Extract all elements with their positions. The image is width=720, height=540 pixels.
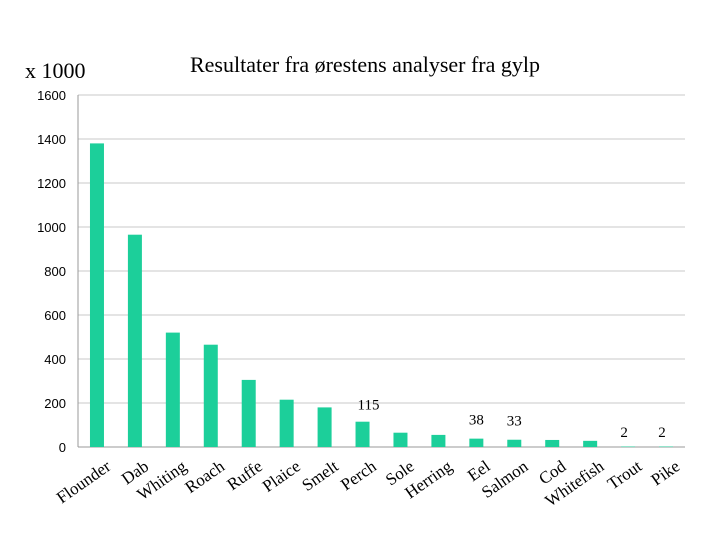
y-tick-label: 800: [44, 264, 66, 279]
data-label: 2: [620, 425, 628, 441]
chart-title: Resultater fra ørestens analyser fra gyl…: [190, 52, 540, 77]
bar: [317, 407, 332, 447]
x-tick-label: Roach: [181, 456, 228, 497]
bar: [355, 421, 370, 447]
bar: [621, 446, 636, 448]
y-tick-label: 0: [59, 440, 66, 455]
x-tick-label: Trout: [604, 456, 646, 493]
x-tick-label: Smelt: [298, 456, 342, 494]
bar: [659, 446, 674, 448]
y-tick-label: 400: [44, 352, 66, 367]
x-tick-label: Plaice: [259, 457, 304, 496]
x-tick-label: Ruffe: [224, 457, 266, 495]
bar: [89, 143, 104, 447]
bar: [507, 439, 522, 447]
y-tick-label: 1200: [37, 176, 66, 191]
data-label: 2: [658, 425, 666, 441]
y-axis-ticks: 0 200 400 600 800 1000 1200 1400 1600: [37, 88, 66, 455]
y-tick-label: 200: [44, 396, 66, 411]
bar: [203, 344, 218, 447]
bar: [165, 332, 180, 447]
bar: [127, 234, 142, 447]
y-tick-label: 1000: [37, 220, 66, 235]
bar: [279, 399, 294, 447]
y-tick-label: 1600: [37, 88, 66, 103]
bars: [89, 143, 674, 448]
bar: [393, 432, 408, 447]
unit-label: x 1000: [25, 58, 86, 83]
x-tick-label: Perch: [337, 456, 380, 494]
bar: [431, 434, 446, 447]
x-tick-label: Pike: [648, 457, 684, 490]
y-tick-label: 1400: [37, 132, 66, 147]
data-label: 33: [507, 414, 522, 430]
bar: [469, 438, 484, 447]
bar: [583, 440, 598, 447]
data-label: 115: [358, 398, 380, 414]
bar: [241, 379, 256, 447]
data-labels: 115 38 33 2 2: [358, 398, 666, 441]
bar: [545, 439, 560, 447]
y-tick-label: 600: [44, 308, 66, 323]
data-label: 38: [469, 413, 484, 429]
x-axis-labels: Flounder DabWhitingRoachRuffePlaiceSmeltP…: [53, 456, 683, 510]
x-tick-label: Flounder: [53, 456, 114, 507]
